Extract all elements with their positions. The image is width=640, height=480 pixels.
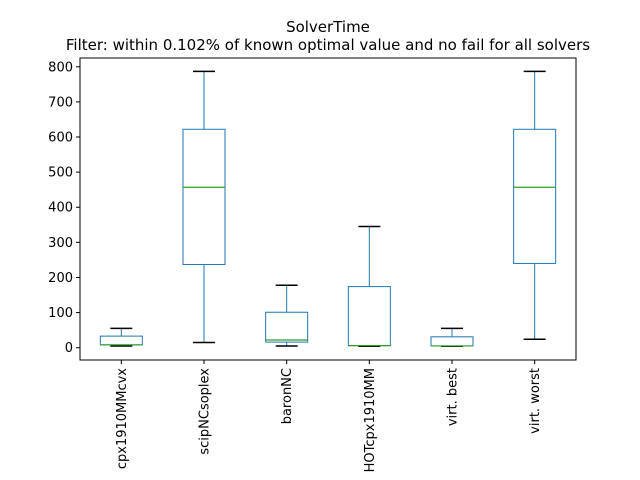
box-4 bbox=[347, 225, 391, 348]
box-3 bbox=[265, 284, 309, 347]
box-body bbox=[513, 128, 557, 264]
y-axis: 0 100 200 300 400 500 600 700 800 bbox=[48, 60, 80, 356]
x-tick-label: virt. worst bbox=[528, 368, 543, 434]
box-body bbox=[182, 128, 226, 265]
y-tick-label: 300 bbox=[48, 236, 73, 251]
y-tick-label: 400 bbox=[48, 201, 73, 216]
plot-frame bbox=[79, 57, 577, 361]
x-tick-label: baronNC bbox=[280, 368, 295, 424]
x-tick-label: HOTcpx1910MM bbox=[363, 368, 378, 472]
y-tick-label: 800 bbox=[48, 60, 73, 75]
plot-area bbox=[79, 57, 577, 361]
x-tick-label: scipNCsoplex bbox=[198, 368, 213, 455]
box-2 bbox=[182, 70, 226, 344]
x-axis: cpx1910MMcvx scipNCsoplex baronNC HOTcpx191… bbox=[115, 360, 543, 472]
box-1 bbox=[99, 327, 143, 347]
y-tick-label: 600 bbox=[48, 131, 73, 146]
y-tick-label: 100 bbox=[48, 306, 73, 321]
y-tick-label: 700 bbox=[48, 95, 73, 110]
box-body bbox=[430, 336, 474, 347]
box-5 bbox=[430, 327, 474, 348]
box-6 bbox=[513, 70, 557, 341]
box-body bbox=[265, 311, 309, 343]
chart-subtitle: Filter: within 0.102% of known optimal v… bbox=[66, 36, 590, 54]
box-body bbox=[347, 286, 391, 347]
y-tick-label: 500 bbox=[48, 166, 73, 181]
x-tick-label: virt. best bbox=[446, 368, 461, 426]
box-body bbox=[99, 335, 143, 346]
y-tick-label: 0 bbox=[65, 341, 73, 356]
chart-title: SolverTime bbox=[286, 18, 370, 36]
y-tick-label: 200 bbox=[48, 271, 73, 286]
x-tick-label: cpx1910MMcvx bbox=[115, 368, 130, 469]
